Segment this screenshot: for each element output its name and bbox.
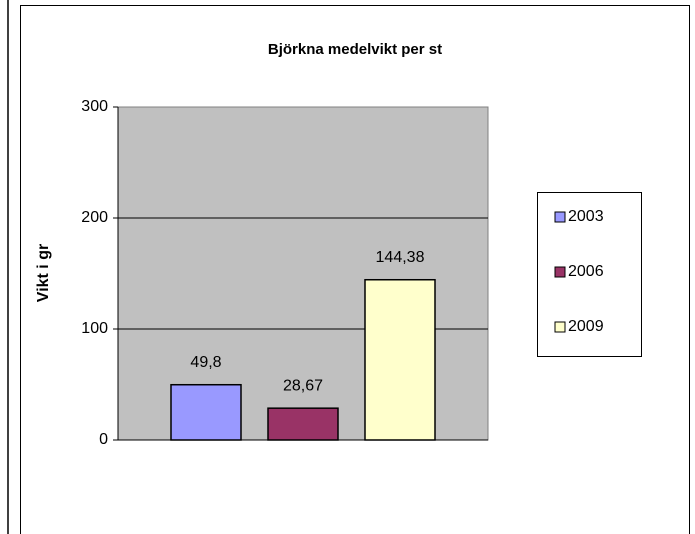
- y-tick-label: 200: [81, 209, 108, 226]
- y-tick-label: 100: [81, 320, 108, 337]
- legend-label: 2009: [568, 318, 604, 335]
- data-label: 49,8: [190, 354, 221, 371]
- bar: [364, 278, 436, 441]
- y-axis-label: Vikt i gr: [35, 244, 52, 302]
- legend-swatch: [554, 266, 566, 278]
- y-tick-label: 300: [81, 98, 108, 115]
- legend-label: 2003: [568, 208, 604, 225]
- legend-swatch: [554, 321, 566, 333]
- legend-label: 2006: [568, 263, 604, 280]
- bar: [170, 383, 242, 441]
- data-label: 144,38: [376, 249, 425, 266]
- data-label: 28,67: [283, 377, 323, 394]
- y-tick-label: 0: [99, 431, 108, 448]
- chart-title: Björkna medelvikt per st: [268, 41, 442, 58]
- legend-swatch: [554, 211, 566, 223]
- bar: [267, 407, 339, 441]
